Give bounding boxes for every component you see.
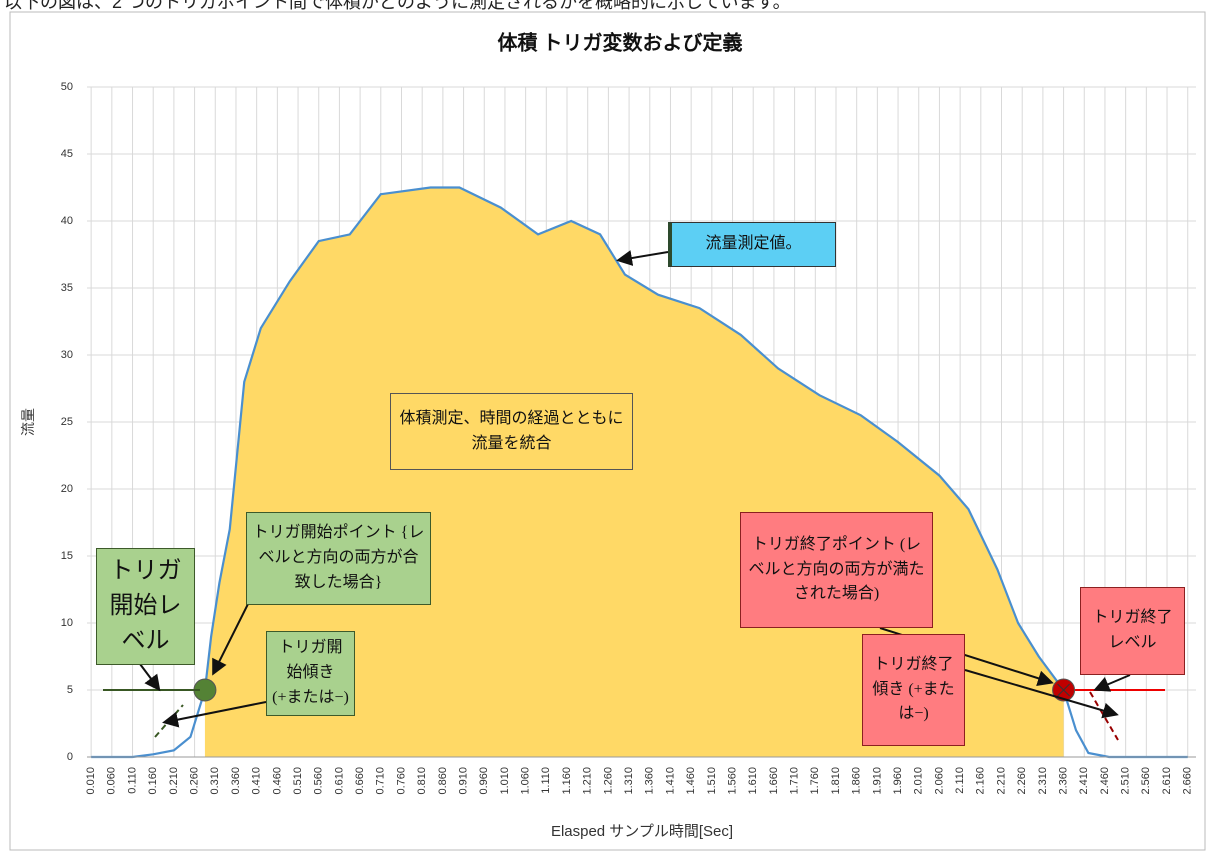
x-tick-label: 1.210 [582,767,594,795]
x-tick-label: 1.760 [809,767,821,795]
annotation: 流量測定値。 [668,222,836,267]
x-tick-label: 1.360 [644,767,656,795]
cross [1057,683,1070,697]
arrow [162,701,267,728]
x-tick-label: 1.110 [540,767,552,794]
x-tick-label: 0.860 [437,767,449,795]
annotation: トリガ開始ポイント {レベルと方向の両方が合致した場合} [246,512,431,605]
y-tick-label: 35 [61,282,73,294]
annotation: トリガ終了ポイント (レベルと方向の両方が満たされた場合) [740,512,933,628]
x-tick-label: 1.510 [706,767,718,795]
x-tick-label: 0.160 [147,767,159,795]
x-tick-label: 2.310 [1037,767,1049,795]
x-tick-label: 0.110 [126,767,138,794]
y-tick-label: 30 [61,349,73,361]
x-tick-label: 2.060 [933,767,945,795]
x-tick-label: 2.410 [1078,767,1090,795]
x-tick-label: 0.510 [292,767,304,795]
y-tick-label: 45 [61,148,73,160]
x-tick-label: 0.810 [416,767,428,795]
annotation: トリガ開始傾き (+または−) [266,631,355,716]
x-tick-label: 2.660 [1182,767,1194,795]
x-tick-label: 1.610 [747,767,759,795]
y-tick-label: 25 [61,416,73,428]
x-tick-label: 0.460 [271,767,283,795]
y-tick-label: 15 [61,550,73,562]
x-tick-label: 2.110 [954,767,966,794]
x-tick-label: 1.160 [561,767,573,795]
x-tick-label: 2.210 [995,767,1007,795]
x-tick-label: 1.660 [768,767,780,795]
x-tick-label: 2.510 [1120,767,1132,795]
annotation: トリガ終了傾き (+または−) [862,634,965,746]
arrow [1093,674,1131,692]
x-tick-label: 2.010 [913,767,925,795]
x-tick-label: 2.560 [1140,767,1152,795]
x-tick-label: 1.560 [726,767,738,795]
y-tick-label: 10 [61,617,73,629]
x-tick-label: 0.210 [168,767,180,795]
y-tick-label: 0 [67,751,73,763]
x-tick-label: 0.010 [85,767,97,795]
x-tick-label: 0.310 [209,767,221,795]
x-tick-label: 0.560 [313,767,325,795]
x-tick-label: 1.960 [892,767,904,795]
annotation-arrows [103,250,1165,741]
annotation: トリガ開始レベル [96,548,195,665]
x-tick-label: 2.460 [1099,767,1111,795]
arrow [616,250,669,266]
arrow [964,669,1119,719]
y-tick-label: 5 [67,684,73,696]
x-tick-label: 1.810 [830,767,842,795]
x-tick-label: 1.010 [499,767,511,795]
x-tick-label: 1.260 [602,767,614,795]
x-tick-label: 1.860 [851,767,863,795]
x-tick-label: 0.610 [333,767,345,795]
x-tick-label: 2.360 [1057,767,1069,795]
arrow [139,663,161,692]
x-tick-label: 0.260 [188,767,200,795]
x-tick-label: 0.360 [230,767,242,795]
flow-line [91,186,1188,759]
annotation: トリガ終了レベル [1080,587,1185,675]
annotation: 体積測定、時間の経過とともに流量を統合 [390,393,633,470]
y-tick-label: 20 [61,483,73,495]
x-tick-label: 1.710 [789,767,801,795]
x-tick-label: 1.410 [664,767,676,795]
x-tick-label: 1.910 [871,767,883,795]
x-tick-label: 0.960 [478,767,490,795]
x-tick-label: 2.260 [1016,767,1028,795]
y-tick-label: 50 [61,81,73,93]
x-tick-label: 1.060 [520,767,532,795]
x-tick-label: 0.910 [457,767,469,795]
x-tick-label: 1.460 [685,767,697,795]
x-tick-label: 0.660 [354,767,366,795]
chart-title: 体積 トリガ変数および定義 [498,31,743,55]
y-tick-label: 40 [61,215,73,227]
x-tick-label: 2.610 [1161,767,1173,795]
caption: 以下の図は、2 つのトリガポイント間で体積がどのように測定されるかを概略的に示し… [4,0,791,12]
x-tick-label: 0.710 [375,767,387,795]
x-tick-label: 1.310 [623,767,635,795]
x-tick-label: 0.410 [251,767,263,795]
x-tick-label: 2.160 [975,767,987,795]
x-axis-label: Elasped サンプル時間[Sec] [551,823,733,840]
y-axis-label: 流量 [21,408,37,436]
x-tick-label: 0.060 [106,767,118,795]
arrow [212,599,251,676]
x-tick-label: 0.760 [395,767,407,795]
